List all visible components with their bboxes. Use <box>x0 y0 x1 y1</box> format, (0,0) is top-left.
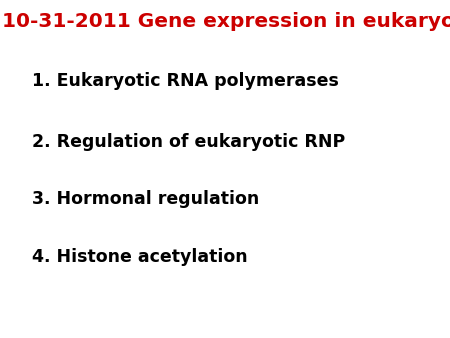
Text: 2. Regulation of eukaryotic RNP: 2. Regulation of eukaryotic RNP <box>32 133 345 151</box>
Text: 4. Histone acetylation: 4. Histone acetylation <box>32 248 247 266</box>
Text: 1. Eukaryotic RNA polymerases: 1. Eukaryotic RNA polymerases <box>32 72 338 90</box>
Text: 3. Hormonal regulation: 3. Hormonal regulation <box>32 190 259 209</box>
Text: 10-31-2011 Gene expression in eukaryotes: 10-31-2011 Gene expression in eukaryotes <box>2 12 450 31</box>
